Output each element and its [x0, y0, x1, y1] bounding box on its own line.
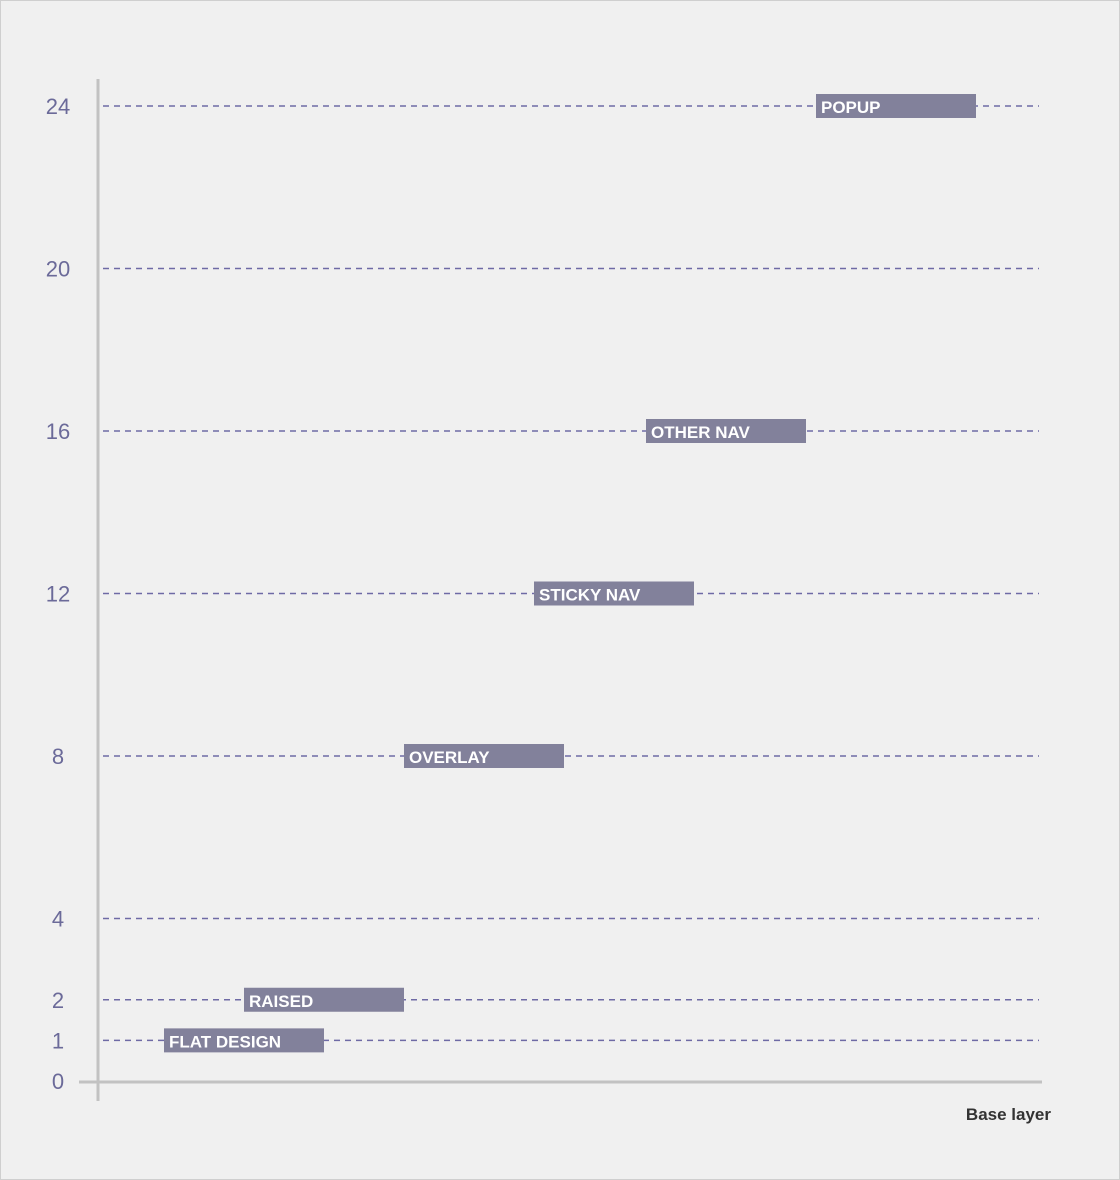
tick-label-2: 2: [52, 988, 64, 1013]
tick-label-4: 4: [52, 907, 64, 932]
layer-label: FLAT DESIGN: [169, 1032, 281, 1051]
layer-other-nav: OTHER NAV: [646, 419, 806, 443]
layer-label: POPUP: [821, 98, 881, 117]
layer-label: STICKY NAV: [539, 586, 641, 605]
layer-sticky-nav: STICKY NAV: [534, 581, 694, 606]
tick-label-12: 12: [46, 582, 70, 607]
layer-bar: [404, 744, 564, 768]
tick-label-20: 20: [46, 257, 70, 282]
layer-bar: [816, 94, 976, 118]
gridlines: [103, 105, 1039, 1042]
layers: FLAT DESIGN RAISED OVERLAY STICKY NAV OTHER …: [164, 94, 976, 1053]
layer-bar: [646, 419, 806, 443]
layer-bar: [164, 1028, 324, 1053]
layer-flat-design: FLAT DESIGN: [164, 1028, 324, 1053]
layer-label: OTHER NAV: [651, 423, 751, 442]
layer-label: RAISED: [249, 992, 313, 1011]
tick-label-16: 16: [46, 419, 70, 444]
tick-label-8: 8: [52, 744, 64, 769]
layer-popup: POPUP: [816, 94, 976, 118]
layer-overlay: OVERLAY: [404, 744, 564, 768]
layer-bar: [244, 987, 404, 1012]
layer-raised: RAISED: [244, 987, 404, 1012]
layer-bar: [534, 581, 694, 606]
tick-label-0: 0: [52, 1069, 64, 1094]
tick-label-24: 24: [46, 94, 70, 119]
tick-label-1: 1: [52, 1028, 64, 1053]
layer-label: OVERLAY: [409, 748, 490, 767]
base-layer-label: Base layer: [966, 1105, 1051, 1124]
